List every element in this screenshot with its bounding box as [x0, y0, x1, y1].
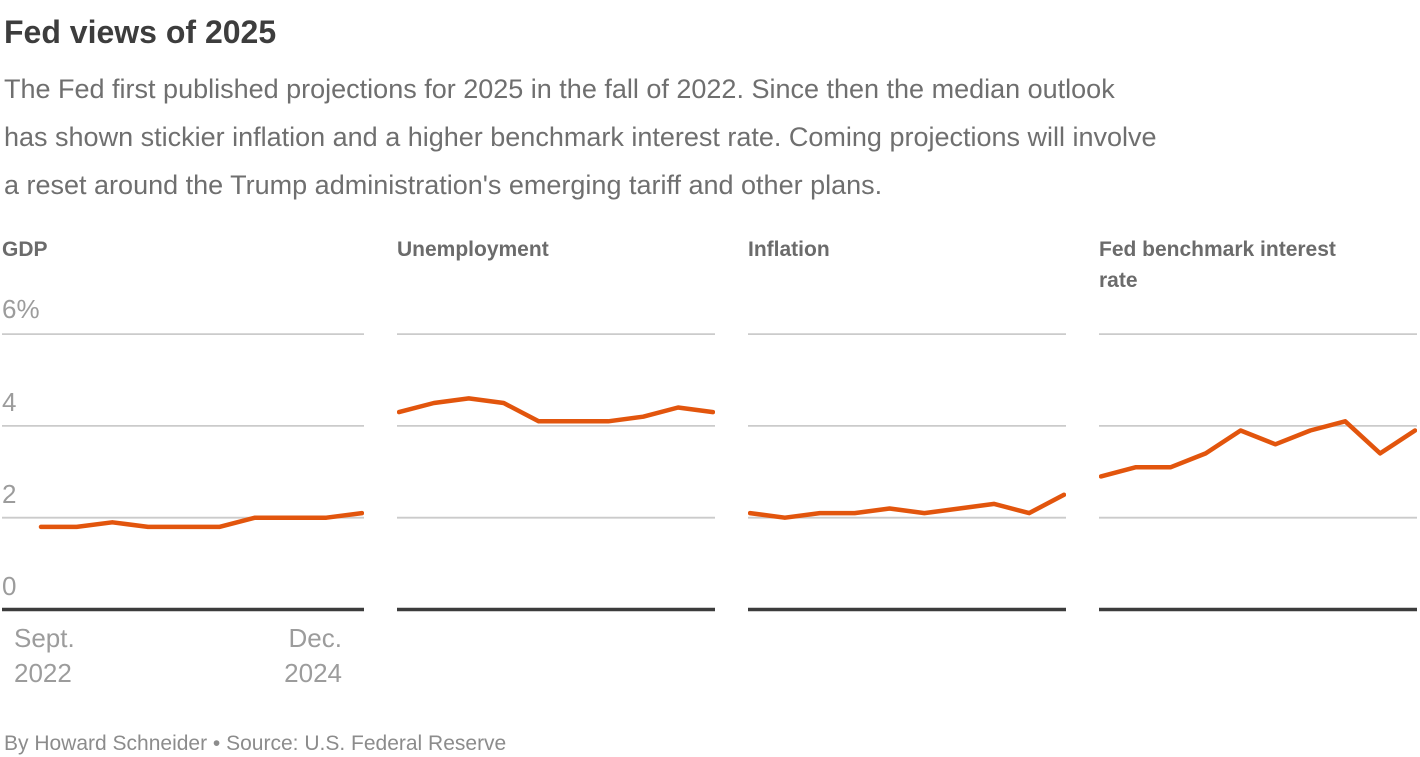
x-axis-label-end: Dec. 2024 — [284, 621, 364, 691]
x-end-month: Dec. — [288, 623, 342, 653]
subtitle-line-1: The Fed first published projections for … — [4, 74, 1115, 104]
x-start-year: 2022 — [14, 658, 72, 688]
unemployment-line-chart — [397, 333, 715, 612]
inflation-plot — [748, 297, 1066, 615]
panel-title-unemployment: Unemployment — [397, 238, 549, 261]
x-start-month: Sept. — [14, 623, 75, 653]
x-end-year: 2024 — [284, 658, 342, 688]
small-multiples-row: GDP 6% 4 2 0 Sept. 2022 Dec. 2024 Unem — [2, 231, 1420, 691]
panel-inflation: Inflation — [748, 231, 1066, 691]
subtitle-line-3: a reset around the Trump administration'… — [4, 170, 883, 200]
x-axis-label-start: Sept. 2022 — [2, 621, 75, 691]
panel-title-gdp: GDP — [2, 238, 48, 261]
y-tick-4: 4 — [2, 387, 17, 417]
panel-fed-rate: Fed benchmark interest rate — [1099, 231, 1417, 691]
page-title: Fed views of 2025 — [4, 14, 277, 50]
panel-title-inflation: Inflation — [748, 238, 830, 261]
gdp-plot: 6% 4 2 0 — [2, 294, 364, 615]
subtitle-line-2: has shown stickier inflation and a highe… — [4, 122, 1157, 152]
fed-rate-line-chart — [1099, 333, 1417, 612]
unemployment-plot — [397, 297, 715, 615]
panel-title-fed-rate: Fed benchmark interest rate — [1099, 238, 1336, 292]
fed-rate-plot — [1099, 297, 1417, 615]
panel-gdp: GDP 6% 4 2 0 Sept. 2022 Dec. 2024 — [2, 231, 364, 691]
panel-unemployment: Unemployment — [397, 231, 715, 691]
inflation-line-chart — [748, 333, 1066, 612]
gdp-line-chart — [2, 333, 364, 612]
y-tick-2: 2 — [2, 479, 17, 509]
x-axis-labels: Sept. 2022 Dec. 2024 — [2, 621, 364, 691]
chart-subtitle: The Fed first published projections for … — [4, 65, 1420, 209]
source-byline: By Howard Schneider • Source: U.S. Feder… — [4, 732, 507, 755]
y-tick-6: 6% — [2, 294, 40, 324]
y-tick-0: 0 — [2, 571, 17, 601]
